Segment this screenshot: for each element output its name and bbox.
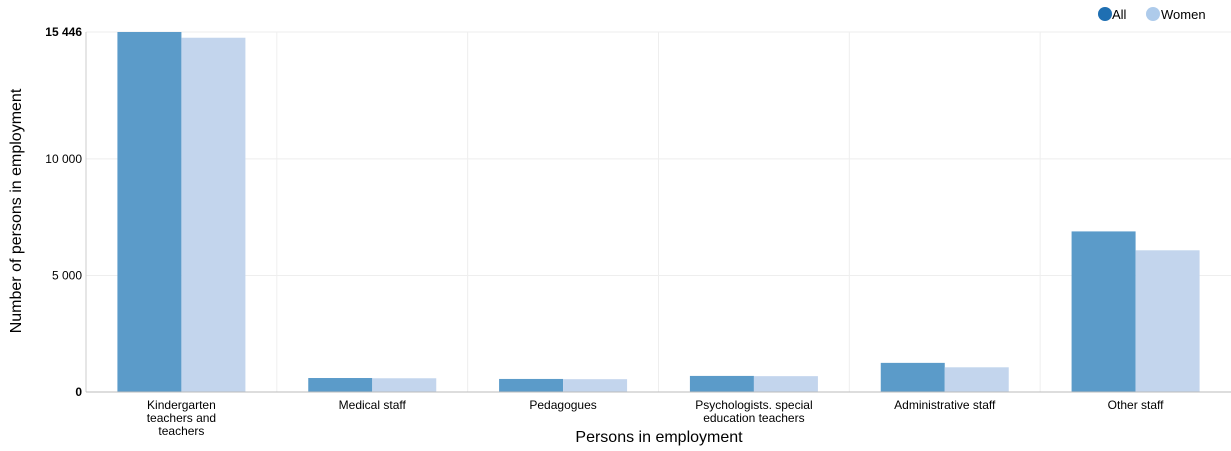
axes — [85, 32, 1231, 393]
bar-all[interactable] — [117, 32, 182, 392]
x-tick-label-line: Psychologists. special — [695, 398, 812, 412]
bar-all[interactable] — [1071, 231, 1136, 392]
x-tick-labels: Kindergarten teachers and teachers Medical … — [147, 398, 1164, 438]
legend-swatch — [1098, 7, 1112, 21]
bar-women[interactable] — [181, 37, 246, 393]
bar-all[interactable] — [880, 362, 945, 392]
y-tick-label: 0 — [75, 385, 82, 399]
bar-all[interactable] — [689, 375, 754, 392]
x-tick-label: Pedagogues — [529, 398, 596, 412]
y-tick-labels: 0 5 000 10 000 15 446 — [45, 25, 82, 399]
bar-all[interactable] — [499, 378, 564, 392]
bar-women[interactable] — [1135, 250, 1200, 392]
x-tick-label: Other staff — [1108, 398, 1164, 412]
bar-women[interactable] — [372, 378, 437, 392]
bar-women[interactable] — [944, 367, 1009, 392]
x-tick-label: Psychologists. special education teachers — [695, 398, 812, 425]
x-tick-label: Kindergarten teachers and teachers — [147, 398, 216, 438]
legend-swatch — [1146, 7, 1160, 21]
x-tick-label: Administrative staff — [894, 398, 996, 412]
x-tick-label-line: Medical staff — [339, 398, 407, 412]
y-axis-title: Number of persons in employment — [8, 88, 25, 333]
x-axis-title: Persons in employment — [575, 429, 743, 446]
bar-women[interactable] — [753, 376, 818, 392]
legend-item-all[interactable]: All — [1098, 7, 1127, 22]
bar-all[interactable] — [308, 378, 373, 392]
legend-label: Women — [1161, 7, 1206, 22]
x-tick-label-line: teachers — [158, 424, 204, 438]
y-tick-label: 15 446 — [45, 25, 82, 39]
y-tick-label: 5 000 — [52, 268, 82, 282]
x-tick-label: Medical staff — [339, 398, 407, 412]
legend-item-women[interactable]: Women — [1146, 7, 1206, 22]
legend-label: All — [1112, 7, 1127, 22]
bar-women[interactable] — [563, 379, 628, 392]
x-tick-label-line: Pedagogues — [529, 398, 596, 412]
gridlines — [86, 31, 1231, 392]
x-tick-label-line: education teachers — [703, 411, 804, 425]
x-tick-label-line: teachers and — [147, 411, 216, 425]
y-tick-label: 10 000 — [45, 152, 82, 166]
x-tick-label-line: Kindergarten — [147, 398, 216, 412]
legend[interactable]: All Women — [1098, 7, 1206, 22]
x-tick-label-line: Other staff — [1108, 398, 1164, 412]
x-tick-label-line: Administrative staff — [894, 398, 996, 412]
bars — [117, 32, 1200, 393]
